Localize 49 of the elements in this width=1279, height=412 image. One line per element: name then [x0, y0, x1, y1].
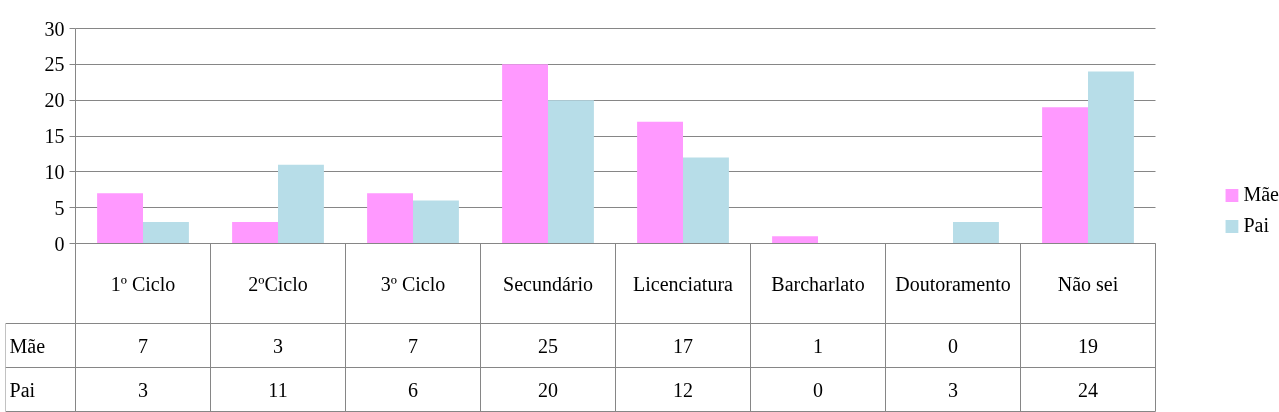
text: Mãe: [9, 334, 46, 357]
x-tick-label: 3º Ciclo: [380, 272, 446, 295]
data-label: 25: [538, 334, 558, 357]
data-label: 0: [948, 334, 958, 357]
data-label: 12: [673, 378, 693, 401]
bar: [1088, 71, 1134, 244]
x-tick-label: Licenciatura: [633, 272, 734, 295]
data-label: 3: [948, 378, 958, 401]
x-tick-label: Secundário: [503, 272, 593, 295]
bar: [278, 164, 324, 244]
y-tick-label: 10: [44, 160, 65, 183]
data-label: 3: [138, 378, 148, 401]
data-label: 24: [1078, 378, 1098, 401]
bar: [772, 236, 818, 244]
y-tick-label: 20: [44, 89, 65, 112]
data-label: 17: [673, 334, 693, 357]
bar: [232, 222, 278, 244]
y-tick-label: 0: [54, 232, 65, 255]
data-label: 7: [408, 334, 418, 357]
bar: [683, 157, 729, 244]
data-label: 3: [273, 334, 283, 357]
bar: [97, 193, 143, 244]
data-label: 11: [268, 378, 288, 401]
data-label: 20: [538, 378, 558, 401]
bar: [953, 222, 999, 244]
y-tick-label: 25: [44, 53, 65, 76]
x-tick-label: 1º Ciclo: [110, 272, 176, 295]
y-tick-label: 15: [44, 125, 65, 147]
bar: [413, 200, 459, 244]
bar: [1042, 107, 1088, 244]
data-label: 0: [813, 378, 823, 401]
bar: [637, 121, 683, 244]
bar: [548, 100, 594, 244]
x-tick-label: 2ºCiclo: [248, 272, 308, 295]
data-label: 6: [408, 378, 418, 401]
y-tick-label: 30: [44, 17, 65, 40]
y-tick-label: 5: [54, 196, 65, 219]
text: Pai: [9, 378, 36, 401]
x-tick-label: Barcharlato: [771, 272, 865, 295]
legend-label: Mãe: [1243, 183, 1279, 206]
data-label: 19: [1078, 334, 1098, 357]
legend-label: Pai: [1243, 214, 1270, 237]
bar: [502, 64, 548, 244]
x-tick-label: Doutoramento: [895, 272, 1011, 295]
data-label: 7: [138, 334, 148, 357]
bar: [367, 193, 413, 244]
x-tick-label: Não sei: [1057, 272, 1119, 295]
bar: [143, 222, 189, 244]
data-label: 1: [813, 334, 823, 357]
